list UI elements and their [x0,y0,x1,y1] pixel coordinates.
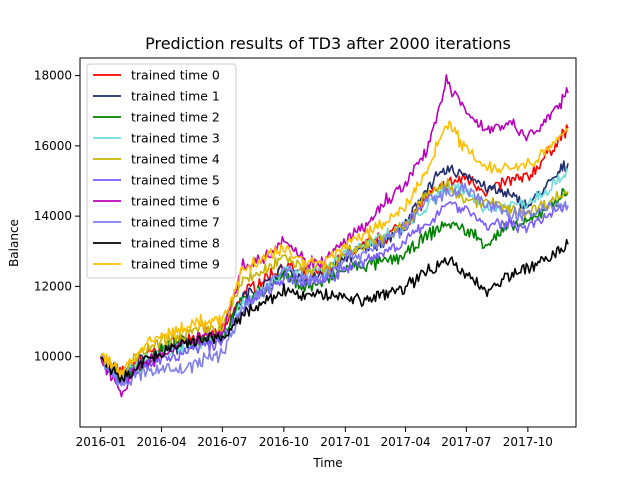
x-axis-label: Time [312,456,342,470]
y-tick-label: 16000 [34,139,72,153]
series-line-4 [99,178,569,376]
legend-label: trained time 5 [131,173,220,188]
legend-label: trained time 9 [131,257,220,272]
y-tick-label: 14000 [34,209,72,223]
y-tick-label: 10000 [34,350,72,364]
series-line-8 [100,238,569,383]
series-line-7 [100,181,569,387]
x-tick-label: 2016-04 [136,435,186,449]
legend-label: trained time 8 [131,236,220,251]
x-tick-label: 2016-07 [197,435,247,449]
plot-frame [79,57,577,428]
legend: trained time 0 trained time 1 trained time… [86,63,237,279]
legend-label: trained time 2 [131,110,220,125]
chart-title: Prediction results of TD3 after 2000 ite… [145,34,511,53]
x-tick-label: 2017-10 [503,435,553,449]
legend-label: trained time 7 [131,215,220,230]
y-axis-label: Balance [7,219,21,267]
x-axis-ticks: 2016-01 2016-04 2016-07 2016-10 2017-01 2017-… [76,427,553,449]
y-tick-label: 12000 [34,279,72,293]
series-line-6 [99,74,569,398]
x-tick-label: 2017-07 [441,435,491,449]
legend-label: trained time 6 [131,194,220,209]
x-tick-label: 2017-04 [380,435,430,449]
legend-label: trained time 3 [131,131,220,146]
series-line-9 [100,120,569,378]
y-tick-label: 18000 [34,69,72,83]
legend-label: trained time 1 [131,89,220,104]
series-line-5 [100,201,569,387]
series-lines [99,74,569,398]
legend-label: trained time 0 [131,68,220,83]
legend-label: trained time 4 [131,152,220,167]
y-axis-ticks: 10000 12000 14000 16000 18000 [34,69,80,364]
x-tick-label: 2016-10 [259,435,309,449]
x-tick-label: 2016-01 [76,435,126,449]
x-tick-label: 2017-01 [320,435,370,449]
legend-box [86,63,237,279]
